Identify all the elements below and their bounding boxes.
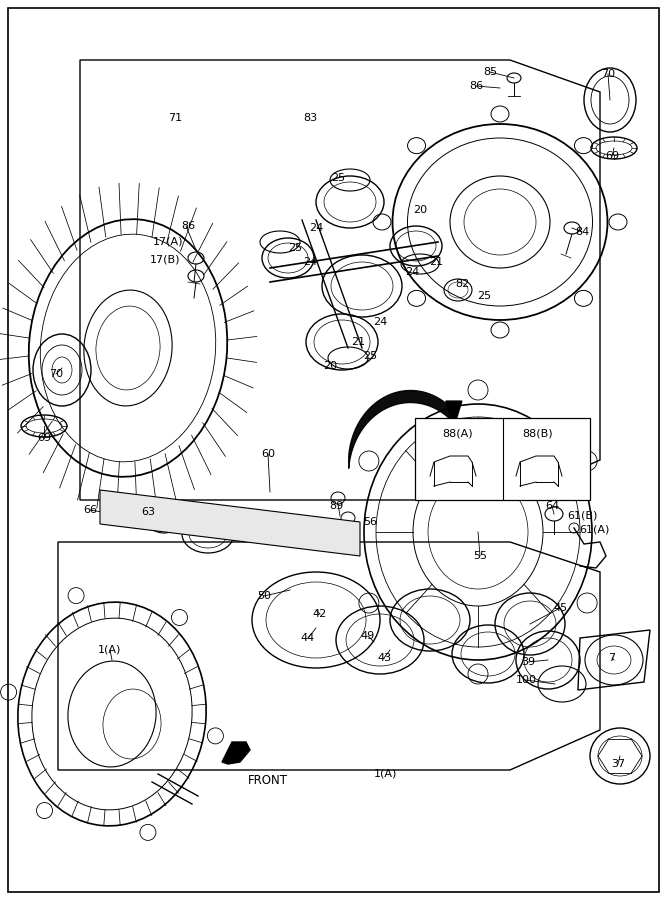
Text: 71: 71 <box>168 113 182 123</box>
Polygon shape <box>222 742 250 764</box>
Text: 45: 45 <box>553 603 567 613</box>
Text: 85: 85 <box>483 67 497 77</box>
Text: 20: 20 <box>323 361 337 371</box>
Text: 64: 64 <box>545 501 559 511</box>
Text: 55: 55 <box>473 551 487 561</box>
Text: 86: 86 <box>181 221 195 231</box>
Text: 24: 24 <box>373 317 387 327</box>
Text: 20: 20 <box>413 205 427 215</box>
Text: 37: 37 <box>611 759 625 769</box>
Text: 49: 49 <box>361 631 375 641</box>
Text: 42: 42 <box>313 609 327 619</box>
Text: 86: 86 <box>469 81 483 91</box>
Text: 89: 89 <box>329 501 343 511</box>
Text: 1(A): 1(A) <box>374 769 398 779</box>
Text: FRONT: FRONT <box>248 773 288 787</box>
Text: 25: 25 <box>288 243 302 253</box>
Text: 25: 25 <box>331 173 345 183</box>
Text: 50: 50 <box>257 591 271 601</box>
Text: 60: 60 <box>261 449 275 459</box>
Text: 84: 84 <box>575 227 589 237</box>
Text: 88(B): 88(B) <box>523 429 554 439</box>
Polygon shape <box>100 490 360 556</box>
FancyBboxPatch shape <box>415 418 590 500</box>
Text: 70: 70 <box>49 369 63 379</box>
Text: 82: 82 <box>455 279 469 289</box>
Text: 69: 69 <box>605 151 619 161</box>
Text: 69: 69 <box>37 433 51 443</box>
Text: 25: 25 <box>363 351 377 361</box>
Text: 39: 39 <box>521 657 535 667</box>
Text: 21: 21 <box>351 337 365 347</box>
Text: 24: 24 <box>309 223 323 233</box>
Text: 44: 44 <box>301 633 315 643</box>
Text: 1(A): 1(A) <box>98 645 121 655</box>
Text: 100: 100 <box>516 675 536 685</box>
Text: 24: 24 <box>405 267 419 277</box>
Text: 63: 63 <box>141 507 155 517</box>
Text: 66: 66 <box>83 505 97 515</box>
Text: 25: 25 <box>477 291 491 301</box>
Text: 61(B): 61(B) <box>567 511 597 521</box>
Text: 24: 24 <box>303 257 317 267</box>
Text: 56: 56 <box>363 517 377 527</box>
Text: 70: 70 <box>601 69 615 79</box>
Text: 88(A): 88(A) <box>443 429 474 439</box>
Polygon shape <box>446 401 462 428</box>
Text: 61(A): 61(A) <box>579 525 609 535</box>
Text: 7: 7 <box>608 653 616 663</box>
Text: 17(B): 17(B) <box>150 255 180 265</box>
Text: 21: 21 <box>429 257 443 267</box>
Text: 83: 83 <box>303 113 317 123</box>
Text: 17(A): 17(A) <box>153 237 183 247</box>
Text: 43: 43 <box>377 653 391 663</box>
